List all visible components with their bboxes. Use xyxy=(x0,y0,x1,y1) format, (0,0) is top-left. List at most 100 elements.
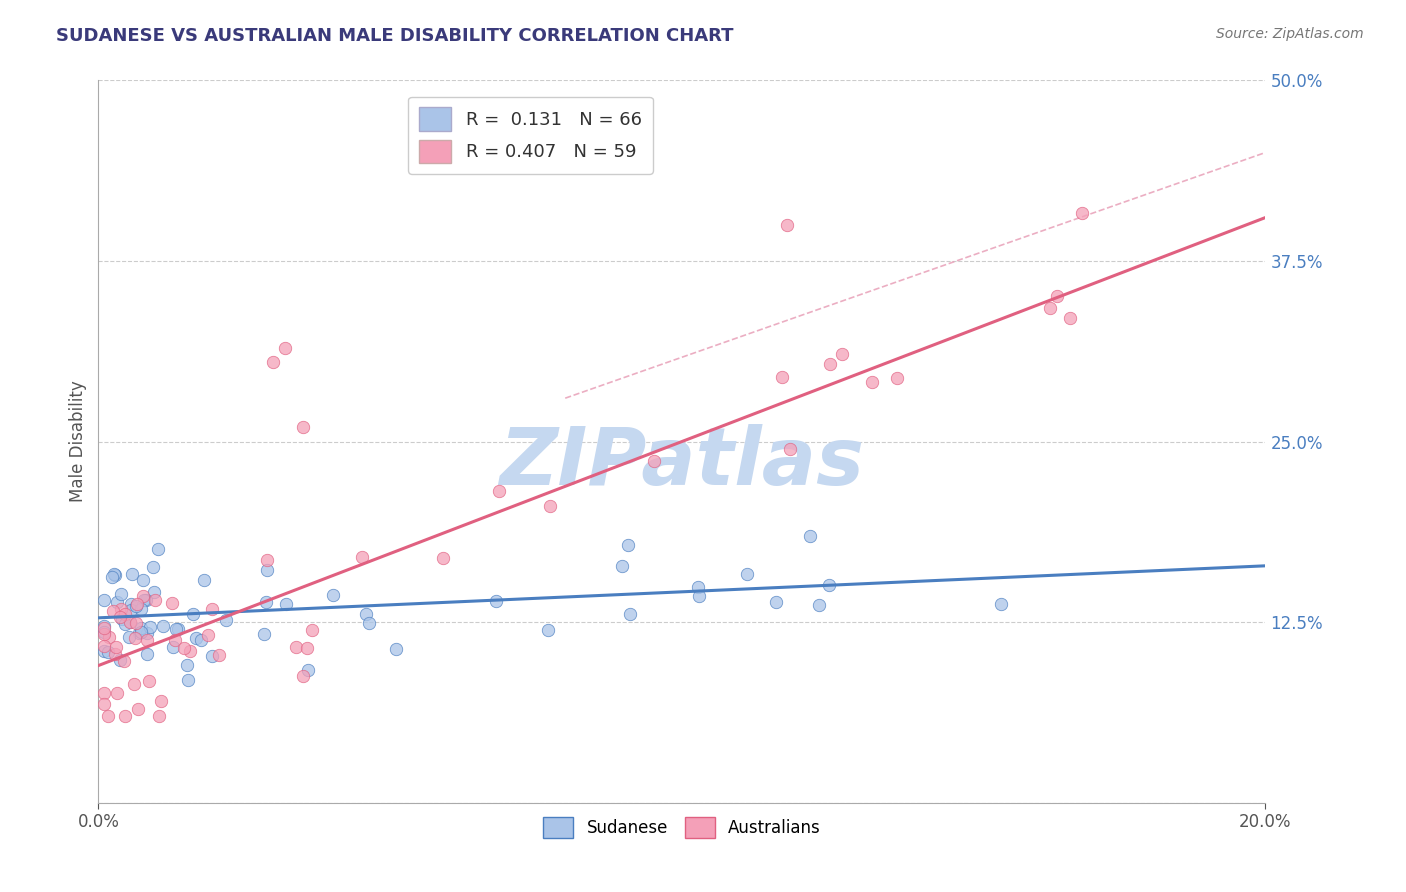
Point xyxy=(817,578,839,592)
Point xyxy=(886,371,908,385)
Text: ZIPatlas: ZIPatlas xyxy=(499,425,865,502)
Point xyxy=(124,632,146,646)
Point xyxy=(256,552,278,566)
Point xyxy=(97,645,120,659)
Point xyxy=(127,597,149,611)
Point xyxy=(152,619,174,633)
Point xyxy=(128,626,150,640)
Point xyxy=(184,631,207,645)
Point xyxy=(201,602,224,616)
Point xyxy=(101,570,124,584)
Point xyxy=(136,626,159,640)
Point xyxy=(179,644,201,658)
Point xyxy=(110,587,132,601)
Point xyxy=(193,574,215,588)
Point xyxy=(208,648,231,662)
Point xyxy=(643,454,665,468)
Point xyxy=(136,648,159,662)
Text: Source: ZipAtlas.com: Source: ZipAtlas.com xyxy=(1216,27,1364,41)
Point xyxy=(103,566,125,581)
Point xyxy=(432,551,454,566)
Point xyxy=(292,669,315,683)
Point xyxy=(122,677,145,691)
Point xyxy=(735,566,758,581)
Point xyxy=(291,420,314,434)
Point xyxy=(1039,301,1062,315)
Point xyxy=(146,541,169,556)
Point xyxy=(129,625,152,640)
Point xyxy=(167,622,190,636)
Point xyxy=(104,647,127,661)
Point xyxy=(262,355,284,369)
Point xyxy=(201,648,224,663)
Point xyxy=(127,701,149,715)
Point xyxy=(779,442,801,457)
Point xyxy=(776,218,799,232)
Point xyxy=(93,644,115,658)
Point xyxy=(181,607,204,621)
Point xyxy=(165,622,187,636)
Point xyxy=(93,697,115,711)
Point xyxy=(612,559,634,574)
Point xyxy=(112,654,135,668)
Y-axis label: Male Disability: Male Disability xyxy=(69,381,87,502)
Point xyxy=(97,709,120,723)
Point xyxy=(274,341,297,355)
Point xyxy=(770,370,793,384)
Point xyxy=(297,663,319,677)
Point xyxy=(254,595,277,609)
Point xyxy=(688,589,710,603)
Point xyxy=(301,623,323,637)
Point xyxy=(765,595,787,609)
Point xyxy=(143,592,166,607)
Point xyxy=(93,624,115,639)
Point xyxy=(131,601,153,615)
Point xyxy=(619,607,641,621)
Point xyxy=(197,628,219,642)
Point xyxy=(831,347,853,361)
Point xyxy=(149,694,172,708)
Point xyxy=(114,607,136,621)
Point xyxy=(125,616,148,631)
Point xyxy=(190,632,212,647)
Legend: Sudanese, Australians: Sudanese, Australians xyxy=(537,810,827,845)
Point xyxy=(357,616,380,631)
Point xyxy=(93,592,115,607)
Point xyxy=(162,640,184,655)
Point xyxy=(538,499,561,513)
Point xyxy=(143,585,166,599)
Point xyxy=(110,653,132,667)
Point xyxy=(132,592,155,607)
Point xyxy=(118,615,141,629)
Point xyxy=(1070,205,1092,219)
Point xyxy=(120,603,142,617)
Point xyxy=(253,627,276,641)
Point xyxy=(136,633,159,648)
Point xyxy=(990,597,1012,611)
Point xyxy=(121,567,143,582)
Point xyxy=(1045,289,1067,303)
Point xyxy=(322,588,344,602)
Point xyxy=(93,686,115,700)
Point xyxy=(385,642,408,657)
Point xyxy=(93,627,115,641)
Point xyxy=(111,612,134,626)
Point xyxy=(114,709,136,723)
Point xyxy=(104,567,127,582)
Point xyxy=(114,616,136,631)
Point xyxy=(215,613,238,627)
Point xyxy=(105,594,128,608)
Point xyxy=(274,597,297,611)
Point xyxy=(354,607,377,622)
Point xyxy=(808,598,831,612)
Point xyxy=(860,375,883,389)
Point xyxy=(138,674,160,689)
Point xyxy=(135,592,157,607)
Point xyxy=(125,599,148,613)
Point xyxy=(101,604,124,618)
Point xyxy=(284,640,307,655)
Point xyxy=(105,686,128,700)
Point xyxy=(488,484,510,499)
Point xyxy=(148,709,170,723)
Point xyxy=(165,632,187,647)
